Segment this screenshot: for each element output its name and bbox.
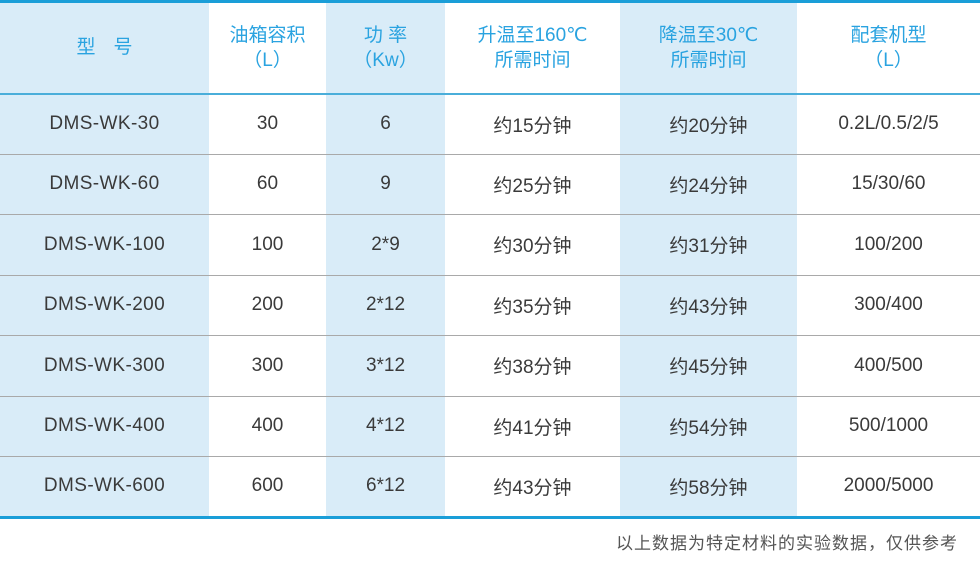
table-footnote: 以上数据为特定材料的实验数据，仅供参考 [616,534,958,553]
cell-matching: 400/500 [797,335,980,397]
column-header-heatup: 升温至160℃ 所需时间 [445,1,620,95]
table-row: DMS-WK-60 60 9 约25分钟 约24分钟 15/30/60 [0,154,980,215]
cell-power: 3*12 [326,335,445,397]
cell-heatup: 约35分钟 [445,275,620,336]
table-row: DMS-WK-100 100 2*9 约30分钟 约31分钟 100/200 [0,214,980,276]
column-header-model: 型号 [0,1,209,95]
cell-matching: 100/200 [797,214,980,276]
cell-model: DMS-WK-600 [0,456,209,517]
cell-matching: 0.2L/0.5/2/5 [797,93,980,155]
cell-heatup: 约38分钟 [445,335,620,397]
cell-matching: 500/1000 [797,396,980,457]
cell-power: 9 [326,154,445,215]
column-header-capacity-line2: （L） [243,49,292,71]
cell-capacity: 600 [209,456,326,517]
table-body: DMS-WK-30 30 6 约15分钟 约20分钟 0.2L/0.5/2/5 … [0,93,980,517]
cell-power: 4*12 [326,396,445,457]
cell-heatup: 约43分钟 [445,456,620,517]
column-header-cooldown: 降温至30℃ 所需时间 [620,1,797,95]
cell-cooldown: 约43分钟 [620,275,797,336]
cell-model: DMS-WK-300 [0,335,209,397]
column-header-capacity: 油箱容积 （L） [209,1,326,95]
cell-heatup: 约41分钟 [445,396,620,457]
cell-matching: 2000/5000 [797,456,980,517]
cell-cooldown: 约31分钟 [620,214,797,276]
table-row: DMS-WK-600 600 6*12 约43分钟 约58分钟 2000/500… [0,456,980,517]
table-header: 型号 油箱容积 （L） 功 率 （Kw） 升温至160℃ 所需时间 降温至30℃… [0,1,980,95]
cell-heatup: 约15分钟 [445,93,620,155]
cell-capacity: 300 [209,335,326,397]
cell-capacity: 200 [209,275,326,336]
cell-capacity: 100 [209,214,326,276]
column-header-matching-line1: 配套机型 [850,24,927,46]
cell-cooldown: 约20分钟 [620,93,797,155]
cell-model: DMS-WK-400 [0,396,209,457]
cell-capacity: 30 [209,93,326,155]
cell-model: DMS-WK-100 [0,214,209,276]
cell-matching: 15/30/60 [797,154,980,215]
cell-cooldown: 约58分钟 [620,456,797,517]
cell-cooldown: 约45分钟 [620,335,797,397]
cell-matching: 300/400 [797,275,980,336]
column-header-cooldown-line1: 降温至30℃ [658,24,759,46]
cell-power: 2*12 [326,275,445,336]
cell-capacity: 400 [209,396,326,457]
column-header-cooldown-line2: 所需时间 [670,49,747,71]
specification-table: 型号 油箱容积 （L） 功 率 （Kw） 升温至160℃ 所需时间 降温至30℃… [0,0,980,519]
table-row: DMS-WK-30 30 6 约15分钟 约20分钟 0.2L/0.5/2/5 [0,93,980,155]
header-row: 型号 油箱容积 （L） 功 率 （Kw） 升温至160℃ 所需时间 降温至30℃… [0,1,980,95]
cell-model: DMS-WK-200 [0,275,209,336]
column-header-heatup-line2: 所需时间 [494,49,571,71]
column-header-power-line2: （Kw） [353,49,418,71]
column-header-matching-line2: （L） [864,49,913,71]
table-row: DMS-WK-200 200 2*12 约35分钟 约43分钟 300/400 [0,275,980,336]
cell-cooldown: 约24分钟 [620,154,797,215]
column-header-model-line1: 型号 [76,37,133,59]
cell-model: DMS-WK-60 [0,154,209,215]
cell-power: 6*12 [326,456,445,517]
cell-power: 2*9 [326,214,445,276]
column-header-heatup-line1: 升温至160℃ [477,24,588,46]
cell-heatup: 约25分钟 [445,154,620,215]
cell-model: DMS-WK-30 [0,93,209,155]
column-header-capacity-line1: 油箱容积 [229,24,306,46]
cell-power: 6 [326,93,445,155]
cell-capacity: 60 [209,154,326,215]
cell-cooldown: 约54分钟 [620,396,797,457]
column-header-power-line1: 功 率 [363,24,408,46]
table-row: DMS-WK-300 300 3*12 约38分钟 约45分钟 400/500 [0,335,980,397]
column-header-matching: 配套机型 （L） [797,1,980,95]
cell-heatup: 约30分钟 [445,214,620,276]
table-row: DMS-WK-400 400 4*12 约41分钟 约54分钟 500/1000 [0,396,980,457]
column-header-power: 功 率 （Kw） [326,1,445,95]
